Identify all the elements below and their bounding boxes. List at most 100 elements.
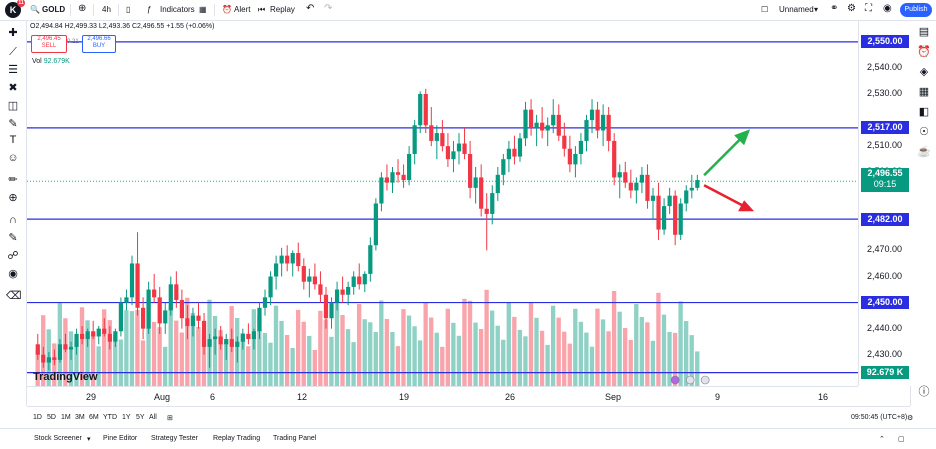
- replay-icon[interactable]: ⏮: [258, 5, 266, 14]
- candle-body: [395, 172, 401, 175]
- brush-icon[interactable]: ✎: [8, 118, 18, 130]
- candle-body: [578, 140, 584, 154]
- chevron-down-icon[interactable]: ▾: [87, 436, 91, 443]
- eye-icon[interactable]: ◉: [8, 268, 18, 280]
- candle-body: [678, 203, 683, 235]
- candle-body: [185, 318, 190, 327]
- user-avatar[interactable]: K 11: [5, 0, 25, 18]
- range-1d[interactable]: 1D: [33, 414, 42, 421]
- compare-add-icon[interactable]: ⊕: [78, 3, 87, 14]
- candle-body: [656, 195, 661, 230]
- magnet-icon[interactable]: ∩: [9, 214, 17, 226]
- tab-strategy-tester[interactable]: Strategy Tester: [151, 435, 198, 442]
- emoji-icon[interactable]: ☺: [7, 152, 19, 164]
- chart-settings-icon[interactable]: ⚙: [907, 415, 914, 422]
- crosshair-icon[interactable]: ✚: [8, 27, 18, 39]
- symbol-name[interactable]: GOLD: [42, 5, 66, 14]
- buy-button[interactable]: 2,496.66 BUY: [82, 35, 116, 53]
- trend-line-icon[interactable]: ⟋: [9, 46, 17, 58]
- candle-body: [179, 299, 184, 319]
- range-1y[interactable]: 1Y: [122, 414, 131, 421]
- redo-icon[interactable]: ↷: [324, 3, 333, 14]
- ruler-icon[interactable]: ✏: [8, 174, 18, 186]
- sell-button[interactable]: 2,496.45 SELL: [31, 35, 67, 53]
- candle-body: [490, 193, 495, 214]
- time-axis[interactable]: 29 Aug 6 12 19 26 Sep 9 16: [27, 386, 858, 405]
- fib-icon[interactable]: ☰: [8, 64, 18, 76]
- chat-icon[interactable]: ◧: [918, 106, 930, 118]
- text-icon[interactable]: T: [9, 134, 17, 146]
- watchlist-icon[interactable]: ▤: [918, 26, 930, 38]
- alerts-icon[interactable]: ⏰: [917, 46, 931, 58]
- candle-body: [479, 177, 484, 209]
- settings-icon[interactable]: ⚙: [847, 3, 856, 14]
- range-1m[interactable]: 1M: [61, 414, 71, 421]
- tab-pine-editor[interactable]: Pine Editor: [103, 435, 138, 442]
- price-tick-label: 2,460.00: [867, 270, 903, 281]
- volume-bar: [390, 332, 395, 386]
- date-range-icon[interactable]: ⊞: [167, 415, 173, 422]
- tab-trading-panel[interactable]: Trading Panel: [273, 435, 317, 442]
- volume-bar: [489, 310, 495, 386]
- candle-body: [562, 135, 567, 149]
- trash-icon[interactable]: ⌫: [6, 290, 22, 302]
- candle-type-icon[interactable]: ▯: [126, 5, 131, 14]
- fullscreen-icon[interactable]: ⛶: [865, 3, 872, 14]
- candle-body: [57, 344, 63, 360]
- snapshot-icon[interactable]: ◉: [883, 3, 892, 14]
- alert-icon[interactable]: ⏰: [222, 5, 232, 14]
- time-label: Sep: [605, 392, 622, 402]
- alert-button[interactable]: Alert: [234, 5, 251, 14]
- search-icon[interactable]: 🔍: [30, 5, 40, 14]
- range-5y[interactable]: 5Y: [136, 414, 145, 421]
- candle-body: [80, 333, 85, 340]
- layers-icon[interactable]: ◈: [919, 66, 929, 78]
- replay-button[interactable]: Replay: [270, 5, 295, 14]
- range-3m[interactable]: 3M: [75, 414, 85, 421]
- maximize-icon[interactable]: ▢: [898, 436, 905, 443]
- help-icon[interactable]: ⓘ: [918, 386, 930, 398]
- chevron-down-icon[interactable]: ▾: [814, 5, 819, 14]
- candle-body: [401, 174, 406, 181]
- candle-body: [601, 114, 606, 131]
- projection-icon[interactable]: ◫: [7, 100, 19, 112]
- candle-body: [673, 195, 678, 235]
- candle-body: [102, 328, 107, 334]
- event-icon: [670, 375, 680, 385]
- price-axis[interactable]: 2,540.002,530.002,510.002,500.002,470.00…: [858, 21, 911, 386]
- candle-body: [667, 195, 672, 207]
- lock-draw-icon[interactable]: ✎: [8, 232, 18, 244]
- calendar-icon[interactable]: ▦: [918, 86, 930, 98]
- zoom-icon[interactable]: ⊕: [8, 192, 18, 204]
- layout-name[interactable]: Unnamed: [779, 5, 814, 14]
- publish-button[interactable]: Publish: [900, 3, 932, 17]
- interval-selector[interactable]: 4h: [102, 5, 111, 14]
- indicators-button[interactable]: Indicators: [160, 5, 195, 14]
- range-5d[interactable]: 5D: [47, 414, 56, 421]
- candle-body: [456, 143, 462, 152]
- price-level-label: 2,450.00: [861, 296, 909, 310]
- templates-icon[interactable]: ▦: [199, 5, 207, 14]
- timezone-clock[interactable]: 09:50:45 (UTC+8): [851, 414, 908, 421]
- range-ytd[interactable]: YTD: [103, 414, 117, 421]
- candle-body: [612, 140, 617, 178]
- tab-replay-trading[interactable]: Replay Trading: [213, 435, 261, 442]
- volume-bar: [379, 300, 384, 386]
- layout-checkbox-icon[interactable]: ☐: [761, 5, 769, 14]
- volume-bar: [578, 321, 584, 386]
- ideas-icon[interactable]: ☉: [919, 126, 929, 138]
- quick-search-icon[interactable]: ⚭: [830, 3, 839, 14]
- time-label: 12: [297, 392, 308, 402]
- range-6m[interactable]: 6M: [89, 414, 99, 421]
- chart-canvas[interactable]: [27, 21, 858, 386]
- tab-stock-screener[interactable]: Stock Screener: [34, 435, 82, 442]
- volume-bar: [451, 322, 456, 386]
- indicators-icon[interactable]: ƒ: [147, 5, 152, 14]
- range-all[interactable]: All: [149, 414, 157, 421]
- volume-bar: [672, 332, 678, 386]
- lock-icon[interactable]: ☍: [7, 250, 19, 262]
- pattern-icon[interactable]: ✖: [8, 82, 18, 94]
- notifications-icon[interactable]: ☕: [917, 146, 931, 158]
- undo-icon[interactable]: ↶: [306, 3, 315, 14]
- collapse-icon[interactable]: ⌃: [879, 436, 885, 443]
